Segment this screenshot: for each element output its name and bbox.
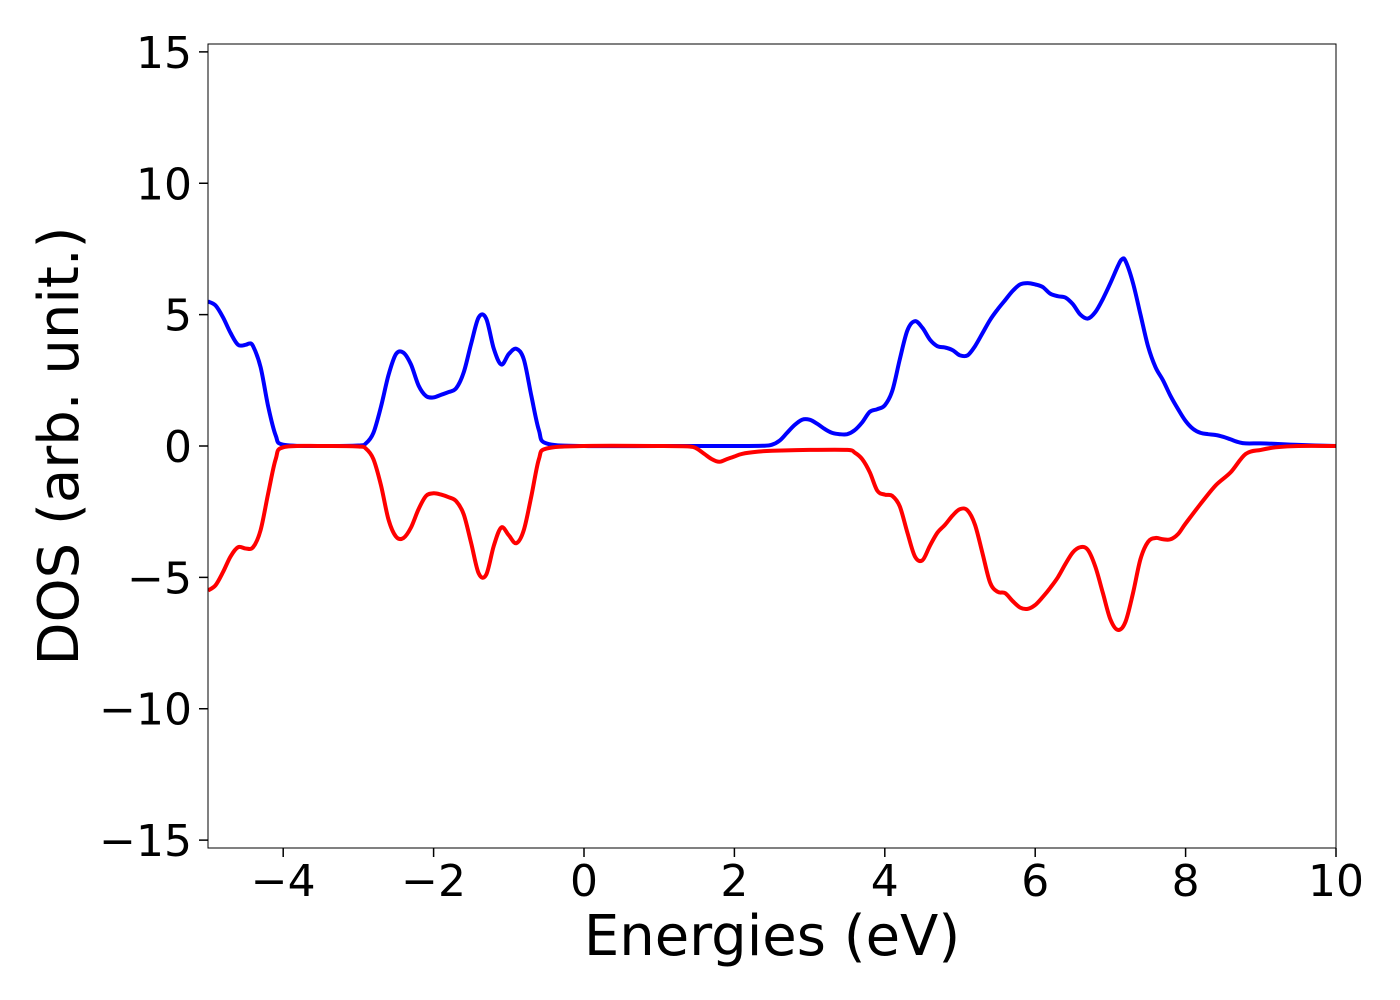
series-line-2 (208, 443, 1336, 632)
y-tick-label: 5 (164, 291, 192, 342)
y-tick-label: 10 (136, 159, 192, 210)
x-tick-label: 6 (1021, 856, 1049, 907)
x-tick-label: 4 (871, 856, 899, 907)
x-tick-label: −2 (401, 856, 466, 907)
y-tick-label: −15 (99, 816, 192, 867)
x-axis-title: Energies (eV) (584, 904, 960, 969)
x-tick-label: 2 (720, 856, 748, 907)
x-axis-ticks: −4 −2 0 2 4 6 8 10 (251, 848, 1364, 907)
y-tick-label: −5 (127, 553, 192, 604)
y-tick-label: −10 (99, 685, 192, 736)
series-layer (208, 256, 1336, 632)
x-tick-label: 0 (570, 856, 598, 907)
y-tick-label: 0 (164, 422, 192, 473)
x-tick-label: 8 (1172, 856, 1200, 907)
x-tick-label: 10 (1308, 856, 1364, 907)
series-line-1 (208, 256, 1336, 449)
y-axis-ticks: −15 −10 −5 0 5 10 15 (99, 28, 208, 867)
y-axis-title: DOS (arb. unit.) (27, 226, 92, 665)
x-tick-label: −4 (251, 856, 316, 907)
y-tick-label: 15 (136, 28, 192, 79)
